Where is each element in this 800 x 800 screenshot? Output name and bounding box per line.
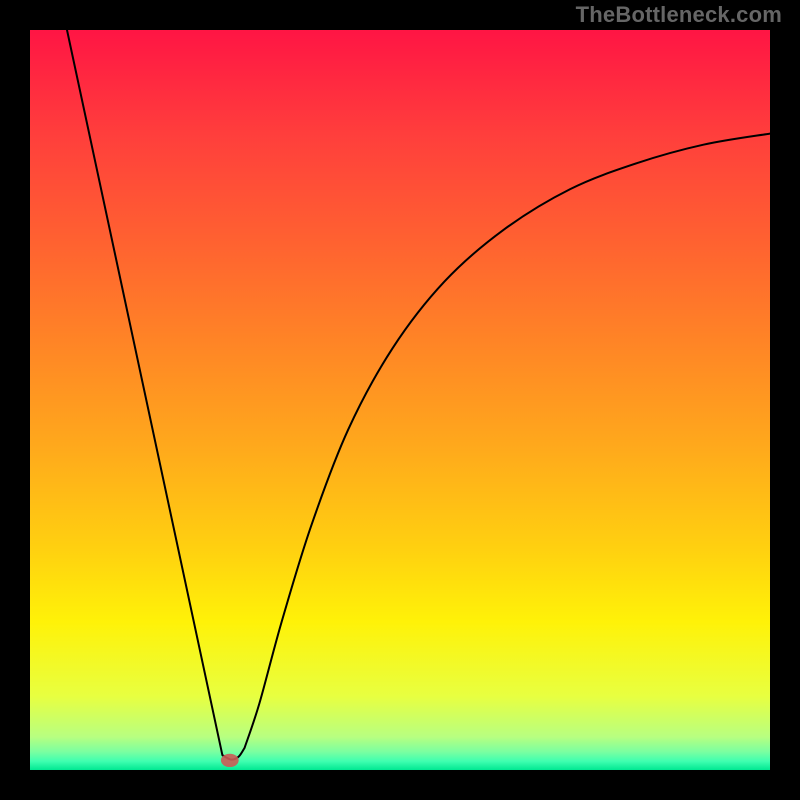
chart-frame: TheBottleneck.com	[0, 0, 800, 800]
chart-svg	[30, 30, 770, 770]
optimum-marker	[221, 754, 239, 767]
watermark-text: TheBottleneck.com	[576, 2, 782, 28]
bottleneck-chart	[30, 30, 770, 770]
gradient-bg	[30, 30, 770, 770]
